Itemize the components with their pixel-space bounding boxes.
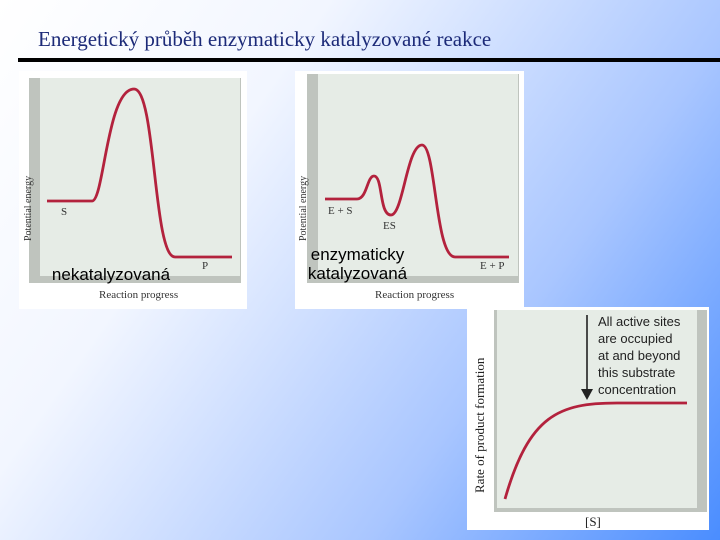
intermediate-label: ES [383,220,396,232]
product-label: P [202,260,208,272]
annotation-line-4: this substrate [598,365,675,380]
annotation-line-1: All active sites [598,314,681,329]
x-axis-label: [S] [585,514,601,529]
x-axis-label: Reaction progress [99,289,178,301]
enzyme-product-label: E + P [480,260,505,272]
catalyzed-label-line-2: katalyzovaná [307,264,408,283]
y-axis-label: Rate of product formation [472,357,487,493]
y-axis-label: Potential energy [23,176,34,241]
annotation-line-3: at and beyond [598,348,680,363]
saturation-curve [503,401,687,500]
saturation-curve-diagram: All active sites are occupied at and bey… [467,307,709,530]
plot-area [318,74,518,276]
uncatalyzed-energy-diagram: S P Potential energy Reaction progress [19,71,247,309]
annotation-line-2: are occupied [598,331,672,346]
catalyzed-label: enzymaticky katalyzovaná [290,245,425,283]
energy-curve [325,143,509,259]
substrate-label: S [61,206,67,218]
enzyme-substrate-label: E + S [328,205,353,217]
uncatalyzed-label: nekatalyzovaná [51,265,171,284]
title-divider [18,58,720,62]
y-axis-label: Potential energy [298,176,309,241]
plot-area [40,78,240,276]
x-axis-label: Reaction progress [375,289,454,301]
energy-curve [47,87,232,259]
slide-title: Energetický průběh enzymaticky katalyzov… [38,27,492,51]
catalyzed-energy-diagram: E + S ES E + P Potential energy Reaction… [295,71,524,309]
catalyzed-label-line-1: enzymaticky [310,245,405,264]
annotation-line-5: concentration [598,382,676,397]
saturation-arrow-head [581,389,593,400]
plot-area [497,310,697,508]
